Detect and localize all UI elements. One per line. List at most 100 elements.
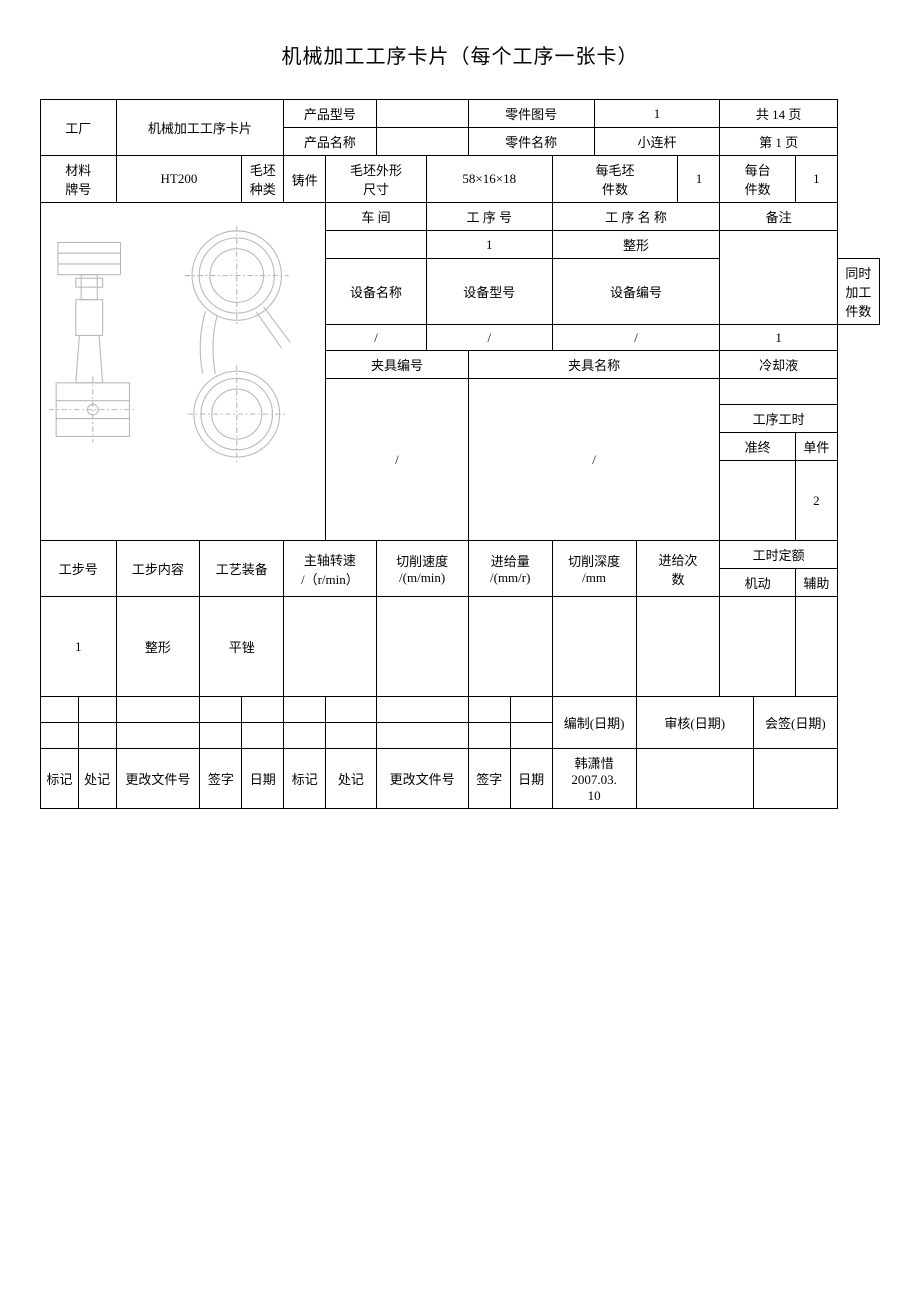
time-label: 工序工时 (720, 405, 837, 433)
machine-1 (720, 597, 795, 697)
prep-value (720, 461, 795, 541)
f2-9 (468, 723, 510, 749)
machine-header: 机动 (720, 569, 795, 597)
date-label-1: 日期 (242, 749, 284, 809)
feed-1 (468, 597, 552, 697)
f-blank-7 (326, 697, 376, 723)
product-model-value (376, 100, 468, 128)
process-card-table: 工厂 机械加工工序卡片 产品型号 零件图号 1 共 14 页 产品名称 零件名称… (40, 99, 880, 809)
quota-header: 工时定额 (720, 541, 837, 569)
feed-header: 进给量/(mm/r) (468, 541, 552, 597)
f-blank-3 (116, 697, 200, 723)
step-content-header: 工步内容 (116, 541, 200, 597)
workshop-value (326, 231, 427, 259)
f2-1 (41, 723, 79, 749)
f-blank-6 (284, 697, 326, 723)
part-drawing-value: 1 (594, 100, 720, 128)
sign-value (753, 749, 837, 809)
f2-6 (284, 723, 326, 749)
per-unit-value: 1 (795, 156, 837, 203)
blank-dim-label: 毛坯外形尺寸 (326, 156, 427, 203)
f2-4 (200, 723, 242, 749)
fixture-name-label: 夹具名称 (468, 351, 720, 379)
blank-type-value: 铸件 (284, 156, 326, 203)
f2-3 (116, 723, 200, 749)
remark-label: 备注 (720, 203, 837, 231)
tooling-header: 工艺装备 (200, 541, 284, 597)
date-label-2: 日期 (510, 749, 552, 809)
part-name-value: 小连杆 (594, 128, 720, 156)
per-blank-value: 1 (678, 156, 720, 203)
coolant-label: 冷却液 (720, 351, 837, 379)
cut-speed-header: 切削速度/(m/min) (376, 541, 468, 597)
f-blank-1 (41, 697, 79, 723)
equip-model-label: 设备型号 (426, 259, 552, 325)
proc-label-1: 处记 (78, 749, 116, 809)
part-name-label: 零件名称 (468, 128, 594, 156)
equip-name-value: / (326, 325, 427, 351)
proc-label-2: 处记 (326, 749, 376, 809)
step-no-header: 工步号 (41, 541, 117, 597)
fixture-name-value: / (468, 379, 720, 541)
process-name-value: 整形 (552, 231, 720, 259)
fixture-no-label: 夹具编号 (326, 351, 469, 379)
unit-value: 2 (795, 461, 837, 541)
passes-1 (636, 597, 720, 697)
blank-type-label: 毛坯种类 (242, 156, 284, 203)
equip-no-value: / (552, 325, 720, 351)
equip-model-value: / (426, 325, 552, 351)
product-model-label: 产品型号 (284, 100, 376, 128)
prep-label: 准终 (720, 433, 795, 461)
coolant-value (720, 379, 837, 405)
material-value: HT200 (116, 156, 242, 203)
f-blank-4 (200, 697, 242, 723)
product-name-label: 产品名称 (284, 128, 376, 156)
f2-10 (510, 723, 552, 749)
part-drawing-label: 零件图号 (468, 100, 594, 128)
mark-label-2: 标记 (284, 749, 326, 809)
step-content-1: 整形 (116, 597, 200, 697)
sig-label-1: 签字 (200, 749, 242, 809)
compile-value: 韩潇惜 2007.03. 10 (552, 749, 636, 809)
equip-name-label: 设备名称 (326, 259, 427, 325)
card-name: 机械加工工序卡片 (116, 100, 284, 156)
f-blank-2 (78, 697, 116, 723)
aux-header: 辅助 (795, 569, 837, 597)
equip-no-label: 设备编号 (552, 259, 720, 325)
cutspeed-1 (376, 597, 468, 697)
f-blank-10 (510, 697, 552, 723)
simul-value: 1 (720, 325, 837, 351)
change-doc-label-2: 更改文件号 (376, 749, 468, 809)
f2-8 (376, 723, 468, 749)
simul-label: 同时加工件数 (837, 259, 879, 325)
per-unit-label: 每台件数 (720, 156, 795, 203)
fixture-no-value: / (326, 379, 469, 541)
step-no-1: 1 (41, 597, 117, 697)
process-no-label: 工 序 号 (426, 203, 552, 231)
spindle-1 (284, 597, 376, 697)
passes-header: 进给次数 (636, 541, 720, 597)
product-name-value (376, 128, 468, 156)
sig-label-2: 签字 (468, 749, 510, 809)
f-blank-9 (468, 697, 510, 723)
total-pages: 共 14 页 (720, 100, 837, 128)
f2-5 (242, 723, 284, 749)
compile-label: 编制(日期) (552, 697, 636, 749)
tooling-1: 平锉 (200, 597, 284, 697)
factory-label: 工厂 (41, 100, 117, 156)
change-doc-label-1: 更改文件号 (116, 749, 200, 809)
depth-1 (552, 597, 636, 697)
review-label: 审核(日期) (636, 697, 753, 749)
f-blank-8 (376, 697, 468, 723)
f-blank-5 (242, 697, 284, 723)
current-page: 第 1 页 (720, 128, 837, 156)
part-drawing (41, 203, 326, 541)
process-name-label: 工 序 名 称 (552, 203, 720, 231)
remark-value (720, 231, 837, 325)
depth-header: 切削深度/mm (552, 541, 636, 597)
f2-2 (78, 723, 116, 749)
page-title: 机械加工工序卡片（每个工序一张卡） (40, 40, 880, 69)
workshop-label: 车 间 (326, 203, 427, 231)
aux-1 (795, 597, 837, 697)
review-value (636, 749, 753, 809)
